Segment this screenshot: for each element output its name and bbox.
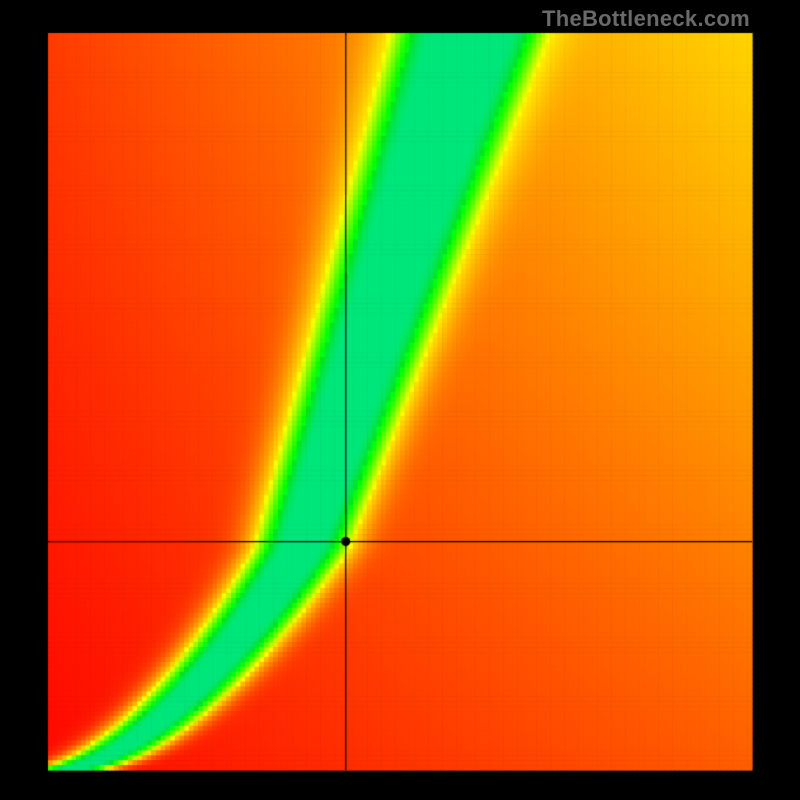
bottleneck-heatmap	[0, 0, 800, 800]
watermark-text: TheBottleneck.com	[542, 6, 750, 32]
